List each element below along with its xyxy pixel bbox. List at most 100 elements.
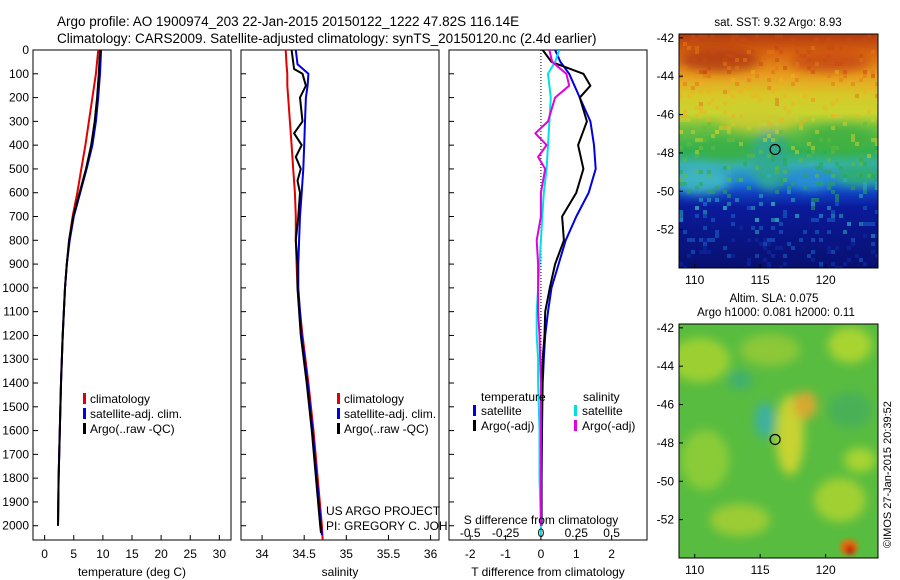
salinity-plot-area [240, 49, 440, 541]
top-tick-label: 0.5 [603, 526, 620, 540]
x-tick-label: 35 [340, 547, 354, 561]
salinity-x-label: salinity [322, 565, 359, 579]
x-tick-label: -2 [465, 547, 476, 561]
figure-title: Argo profile: AO 1900974_203 22-Jan-2015… [57, 14, 519, 29]
depth-tick-label: 900 [9, 257, 29, 271]
depth-tick-label: 0 [22, 43, 29, 57]
x-tick-label: 30 [213, 547, 227, 561]
lon-tick-label: 115 [751, 563, 770, 577]
depth-tick-label: 1100 [3, 305, 29, 319]
difference-y-ticks [449, 49, 454, 527]
depth-tick-label: 1200 [2, 328, 29, 342]
lat-tick-label: -52 [657, 513, 675, 527]
temperature-x-label: temperature (deg C) [78, 565, 186, 579]
sla-map-title: Altim. SLA: 0.075 [730, 293, 819, 305]
sla-map-axes: 110 115 120 -42 -44 -46 -48 -50 -52 [657, 321, 836, 577]
legend-swatch-argo [337, 423, 340, 434]
legend-group-salinity: salinity [583, 390, 620, 404]
lon-tick-label: 120 [816, 273, 836, 287]
top-tick-label: -0.25 [492, 526, 520, 540]
x-tick-label: 34.5 [293, 547, 317, 561]
lat-tick-label: -48 [657, 436, 675, 450]
sst-map-title: sat. SST: 9.32 Argo: 8.93 [714, 17, 841, 29]
x-tick-label: 35.5 [377, 547, 401, 561]
depth-tick-label: 1000 [2, 281, 29, 295]
top-tick-label: -0.5 [460, 526, 481, 540]
figure-subtitle: Climatology: CARS2009. Satellite-adjuste… [57, 31, 597, 46]
x-tick-label: 5 [70, 547, 77, 561]
legend-swatch-sal-argo [574, 420, 577, 431]
lon-tick-label: 115 [751, 273, 770, 287]
salinity-difference-ticks: -0.5 -0.25 0 0.25 0.5 [460, 526, 620, 540]
lat-tick-label: -44 [657, 359, 675, 373]
series-line-2 [535, 50, 561, 536]
depth-tick-label: 300 [9, 114, 29, 128]
difference-legend: temperature salinity satellite Argo(-adj… [473, 390, 635, 433]
legend-swatch-sal-satellite [574, 405, 577, 416]
legend-label-satellite: satellite-adj. clim. [90, 407, 182, 421]
sst-map-panel: sat. SST: 9.32 Argo: 8.93 110 115 120 -42 -4… [657, 17, 879, 287]
sst-map-frame [678, 33, 879, 269]
depth-axis: 0 100 200 300 400 500 600 700 800 900 1000 1100 1200… [2, 43, 38, 533]
depth-tick-label: 400 [9, 138, 29, 152]
legend-group-temperature: temperature [481, 390, 546, 404]
depth-tick-label: 1800 [2, 471, 29, 485]
legend-label-argo: Argo(..raw -QC) [344, 422, 429, 436]
depth-tick-label: 2000 [2, 519, 29, 533]
x-tick-label: -1 [500, 547, 511, 561]
salinity-legend: climatology satellite-adj. clim. Argo(..… [337, 392, 436, 436]
temperature-plot-area [32, 49, 232, 541]
series-line-1 [540, 50, 592, 526]
lon-tick-label: 120 [816, 563, 836, 577]
lon-tick-label: 110 [685, 563, 704, 577]
legend-label-sal-argo: Argo(-adj) [582, 419, 635, 433]
x-tick-label: 36 [424, 547, 438, 561]
lat-tick-label: -50 [657, 184, 675, 198]
depth-tick-label: 200 [9, 91, 29, 105]
argo-float-marker [769, 143, 781, 156]
argo-float-marker [769, 433, 781, 446]
depth-tick-label: 1900 [2, 495, 29, 509]
x-tick-label: 15 [125, 547, 139, 561]
sla-map-frame [678, 323, 879, 559]
x-tick-label: 20 [154, 547, 168, 561]
depth-tick-label: 1600 [2, 424, 29, 438]
depth-tick-label: 600 [9, 186, 29, 200]
top-tick-label: 0 [538, 526, 545, 540]
difference-x-label: T difference from climatology [471, 565, 625, 579]
legend-label-temp-satellite: satellite [481, 404, 522, 418]
x-tick-label: 0 [41, 547, 48, 561]
sla-map-panel: Altim. SLA: 0.075 Argo h1000: 0.081 h200… [657, 293, 879, 577]
lat-tick-label: -52 [657, 223, 675, 237]
legend-swatch-temp-argo [473, 420, 476, 431]
lat-tick-label: -48 [657, 146, 675, 160]
legend-swatch-climatology [83, 393, 86, 404]
top-tick-label: 0.25 [565, 526, 589, 540]
depth-tick-label: 800 [9, 233, 29, 247]
imos-timestamp: ©IMOS 27-Jan-2015 20:39:52 [882, 401, 894, 548]
salinity-x-axis: 34 34.5 35 35.5 36 [255, 535, 438, 561]
sla-map-subtitle: Argo h1000: 0.081 h2000: 0.11 [697, 307, 855, 319]
depth-tick-label: 1300 [2, 352, 29, 366]
sst-heatmap [679, 34, 878, 268]
legend-swatch-satellite [337, 408, 340, 419]
lat-tick-label: -42 [657, 31, 675, 45]
depth-tick-label: 1700 [2, 447, 29, 461]
salinity-y-ticks [241, 49, 246, 527]
difference-x-axis: -2 -1 0 1 2 [465, 535, 615, 561]
x-tick-label: 25 [184, 547, 198, 561]
lon-tick-label: 110 [685, 273, 704, 287]
depth-tick-label: 500 [9, 162, 29, 176]
lat-tick-label: -50 [657, 474, 675, 488]
credit-pi: PI: GREGORY C. JOHNSON [326, 519, 482, 533]
difference-panel: -2 -1 0 1 2 temperature salinity satellite A… [448, 49, 648, 579]
series-line-2 [290, 50, 322, 534]
legend-label-sal-satellite: satellite [582, 404, 623, 418]
sla-heatmap [679, 324, 878, 558]
lat-tick-label: -46 [657, 108, 675, 122]
series-line-3 [534, 50, 571, 526]
x-tick-label: 1 [573, 547, 580, 561]
legend-label-satellite: satellite-adj. clim. [344, 407, 436, 421]
depth-tick-label: 700 [9, 210, 29, 224]
